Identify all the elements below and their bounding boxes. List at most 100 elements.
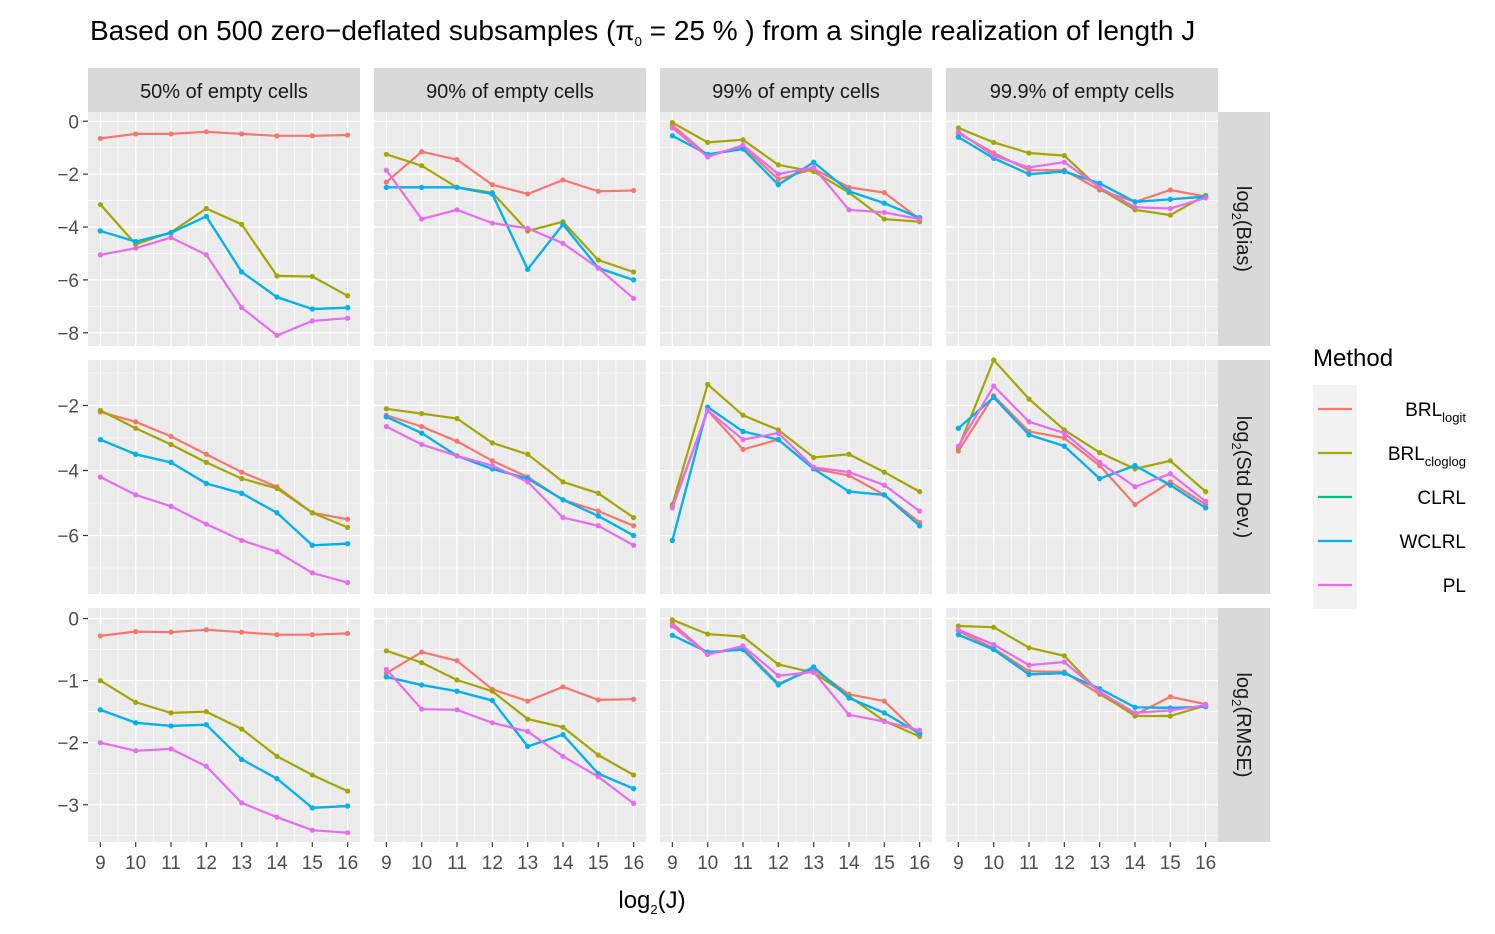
data-point <box>669 119 675 126</box>
x-tick-label: 10 <box>411 853 432 874</box>
data-point <box>309 318 315 324</box>
data-point <box>133 628 139 635</box>
data-point <box>454 677 460 683</box>
data-point <box>274 549 280 555</box>
data-point <box>917 727 923 733</box>
data-point <box>489 458 495 464</box>
data-point <box>955 443 961 449</box>
data-point <box>203 627 209 633</box>
data-point <box>489 720 495 726</box>
data-point <box>705 381 711 387</box>
data-point <box>991 139 997 146</box>
data-point <box>203 480 209 487</box>
data-point <box>955 129 961 135</box>
strip-label: 90% of empty cells <box>426 81 594 103</box>
data-point <box>239 131 245 137</box>
data-point <box>525 743 531 750</box>
series-pl <box>97 474 351 586</box>
data-point <box>274 485 280 491</box>
data-point <box>274 776 280 782</box>
y-tick-label: −2 <box>57 734 79 755</box>
data-point <box>560 732 566 738</box>
data-point <box>489 182 495 188</box>
data-point <box>454 438 460 444</box>
data-point <box>1061 153 1067 159</box>
x-tick-label: 13 <box>231 853 252 874</box>
data-point <box>1132 502 1138 508</box>
x-tick-label: 13 <box>1089 853 1110 874</box>
x-tick-label: 11 <box>447 853 467 874</box>
data-point <box>1132 704 1138 710</box>
data-point <box>525 266 531 272</box>
facet-panels: 50% of empty cells 90% of empty cells 99% … <box>57 68 1270 874</box>
series-wclrl <box>669 404 923 543</box>
data-point <box>595 188 601 194</box>
data-point <box>383 151 389 157</box>
data-point <box>168 723 174 729</box>
x-tick-label: 15 <box>1160 853 1181 874</box>
data-point <box>309 510 315 516</box>
data-point <box>846 207 852 213</box>
data-point <box>631 523 637 529</box>
y-tick-label: −8 <box>57 324 79 345</box>
data-point <box>345 803 351 809</box>
series-pl <box>383 666 637 807</box>
x-tick-label: 14 <box>552 853 574 874</box>
data-point <box>1026 164 1032 171</box>
series-line <box>386 186 634 281</box>
panel-r3-c3 <box>660 608 932 842</box>
data-point <box>595 697 601 703</box>
strip-label: 50% of empty cells <box>140 81 308 103</box>
data-point <box>168 131 174 137</box>
data-point <box>489 220 495 226</box>
series-line <box>671 618 921 738</box>
series-pl <box>669 623 923 733</box>
data-point <box>274 332 280 339</box>
data-point <box>1167 187 1173 193</box>
data-point <box>775 437 781 443</box>
data-point <box>383 424 389 430</box>
data-point <box>168 441 174 448</box>
panel-r1-c4 <box>946 112 1218 346</box>
y-tick-label: −2 <box>57 397 79 418</box>
series-pl <box>383 424 637 548</box>
data-point <box>525 479 531 485</box>
data-point <box>133 238 139 245</box>
data-point <box>775 162 781 168</box>
data-point <box>1167 482 1173 488</box>
data-point <box>631 187 637 194</box>
legend-title: Method <box>1313 345 1393 372</box>
data-point <box>846 712 852 718</box>
strip-row-2: log2(Std Dev.) <box>1218 360 1270 594</box>
data-point <box>383 179 389 185</box>
data-point <box>239 490 245 496</box>
data-point <box>1097 689 1103 695</box>
x-tick-label: 14 <box>266 853 288 874</box>
series-brl-logit <box>97 129 351 142</box>
data-point <box>345 315 351 321</box>
data-point <box>595 265 601 271</box>
data-point <box>1097 184 1103 190</box>
x-tick-label: 14 <box>1124 853 1146 874</box>
data-point <box>1026 171 1032 177</box>
data-point <box>1097 459 1103 465</box>
strip-label: 99.9% of empty cells <box>990 81 1175 103</box>
data-point <box>595 508 601 514</box>
data-point <box>1132 463 1138 469</box>
data-point <box>239 537 245 543</box>
legend-label: PL <box>1443 576 1466 597</box>
series-wclrl <box>97 437 351 548</box>
data-point <box>525 191 531 197</box>
series-line <box>957 130 1206 210</box>
legend-item-clrl: CLRL <box>1318 488 1466 509</box>
data-point <box>525 716 531 722</box>
data-point <box>133 419 139 425</box>
data-point <box>309 133 315 139</box>
data-point <box>881 718 887 725</box>
series-line <box>957 357 1207 493</box>
data-point <box>274 133 280 139</box>
data-point <box>1061 443 1067 449</box>
data-point <box>345 516 351 522</box>
data-point <box>991 394 997 400</box>
data-point <box>955 134 961 140</box>
